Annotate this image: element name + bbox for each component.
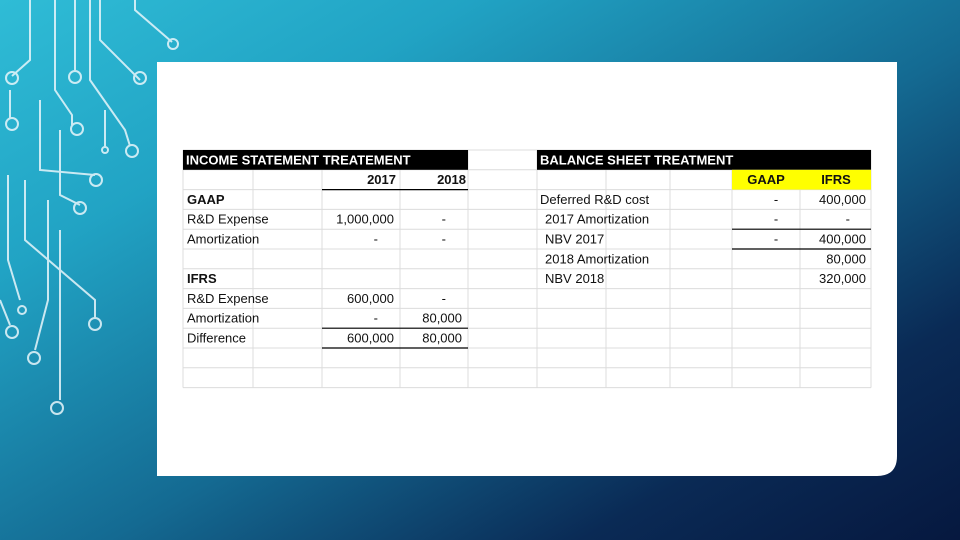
cell-text: 1,000,000 [336,212,394,227]
cell-text: 2018 Amortization [545,251,649,266]
cell-text: 400,000 [819,232,866,247]
cell-text: IFRS [821,172,851,187]
cell-text: IFRS [187,271,217,286]
cell-text: - [774,212,778,227]
cell-text: GAAP [187,192,225,207]
circuit-decoration [0,0,179,415]
cell-text: - [774,192,778,207]
cell-text: Amortization [187,311,259,326]
cell-text: 2017 [367,172,396,187]
cell-text: INCOME STATEMENT TREATEMENT [186,152,411,167]
cell-text: - [774,232,778,247]
cell-text: NBV 2017 [545,232,604,247]
cell-text: 600,000 [347,331,394,346]
cell-text: 2017 Amortization [545,212,649,227]
cell-text: Amortization [187,232,259,247]
cell-text: 2018 [437,172,466,187]
cell-text: - [442,291,446,306]
header-bar [183,150,468,170]
cell-text: - [374,232,378,247]
cell-text: 80,000 [422,311,462,326]
cell-text: Deferred R&D cost [540,192,649,207]
header-bar [537,150,871,170]
cell-text: NBV 2018 [545,271,604,286]
header-highlight [732,169,871,190]
cell-text: - [442,212,446,227]
cell-text: Difference [187,331,246,346]
cell-text: GAAP [747,172,785,187]
cell-text: 80,000 [422,331,462,346]
cell-text: R&D Expense [187,291,269,306]
cell-text: 600,000 [347,291,394,306]
cell-text: 400,000 [819,192,866,207]
spreadsheet: INCOME STATEMENT TREATEMENT 2017 2018 GAAP R… [182,149,872,389]
cell-text: BALANCE SHEET TREATMENT [540,152,733,167]
cell-text: 80,000 [826,251,866,266]
cell-text: - [374,311,378,326]
cell-text: 320,000 [819,271,866,286]
cell-text: - [846,212,850,227]
cell-text: R&D Expense [187,212,269,227]
cell-text: - [442,232,446,247]
